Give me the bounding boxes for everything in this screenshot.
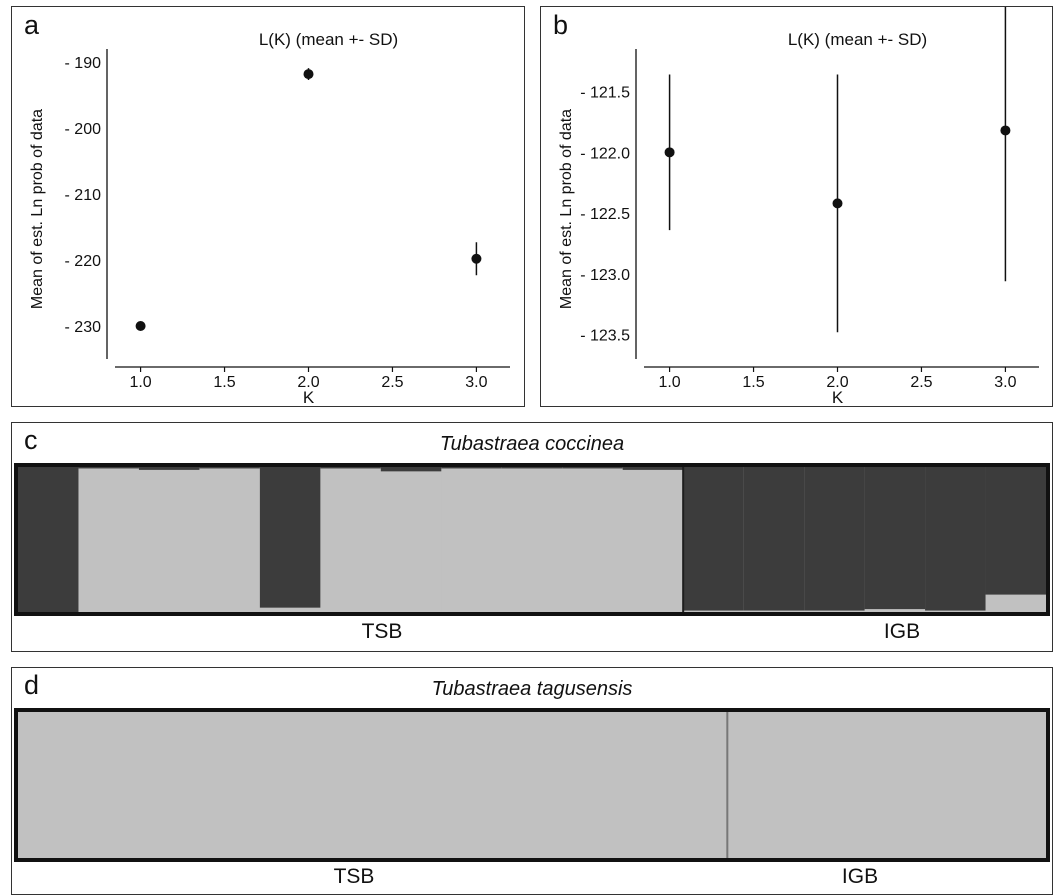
admixture-bar-cluster1 <box>259 467 321 608</box>
y-tick-label: - 200 <box>65 121 102 138</box>
data-point <box>832 198 843 209</box>
admixture-bar-cluster1 <box>78 467 140 469</box>
y-tick-label: - 230 <box>65 319 102 336</box>
data-point <box>664 147 675 158</box>
y-tick-label: - 190 <box>65 55 102 72</box>
admixture-bar-cluster1 <box>743 467 805 611</box>
data-point <box>135 321 146 332</box>
structure-bars-d <box>18 712 1046 858</box>
panel-letter-a: a <box>24 10 40 40</box>
x-tick-label: 2.0 <box>826 374 848 391</box>
admixture-bar-cluster1 <box>18 467 79 612</box>
admixture-bar-cluster1 <box>804 467 866 611</box>
group-label-d-tsb: TSB <box>333 865 375 888</box>
admixture-bar-cluster1 <box>864 467 926 610</box>
structure-plot-c <box>14 463 1050 616</box>
y-tick-label: - 122.0 <box>580 145 630 162</box>
y-axis-label: Mean of est. Ln prob of data <box>29 109 46 309</box>
admixture-bar-cluster1 <box>683 467 745 611</box>
panel-d: d Tubastraea tagusensis TSB IGB <box>11 667 1053 895</box>
x-tick-label: 1.5 <box>742 374 764 391</box>
panel-title-c: Tubastraea coccinea <box>439 433 625 455</box>
structure-plot-d <box>14 708 1050 862</box>
admixture-bar-cluster1 <box>501 467 563 469</box>
admixture-bar-cluster2 <box>622 467 684 612</box>
panel-c: c Tubastraea coccinea TSB IGB <box>11 422 1053 652</box>
x-axis-label: K <box>303 388 315 405</box>
group-label-c-igb: IGB <box>883 620 921 643</box>
x-tick-label: 2.5 <box>910 374 932 391</box>
admixture-bar-cluster2 <box>380 467 442 612</box>
admixture-bar-cluster2 <box>562 467 624 612</box>
admixture-bar-cluster1 <box>441 467 503 469</box>
x-tick-label: 1.0 <box>658 374 680 391</box>
panel-letter-c: c <box>24 425 38 455</box>
y-tick-label: - 220 <box>65 253 102 270</box>
x-tick-label: 2.5 <box>381 374 403 391</box>
x-tick-label: 3.0 <box>994 374 1016 391</box>
admixture-bar-cluster2 <box>78 467 140 612</box>
admixture-bar-cluster1 <box>380 467 442 472</box>
admixture-bar-cluster1 <box>199 467 261 469</box>
admixture-bar-cluster1 <box>138 467 200 470</box>
panel-letter-b: b <box>553 10 569 40</box>
data-point <box>303 69 314 80</box>
structure-bars-c <box>18 467 1046 612</box>
admixture-bar-cluster2 <box>320 467 382 612</box>
admixture-bar-cluster2 <box>501 467 563 612</box>
admixture-bar-cluster2 <box>441 467 503 612</box>
y-tick-label: - 123.0 <box>580 267 630 284</box>
chart-b: L(K) (mean +- SD) - 121.5 - 122.0 - 122.5 - … <box>558 7 1039 405</box>
chart-a: L(K) (mean +- SD) - 190 - 200 - 210 - 220 - 2… <box>29 30 510 405</box>
data-point <box>471 253 482 264</box>
admixture-bar-cluster2 <box>727 712 1046 858</box>
admixture-bar-cluster1 <box>622 467 684 470</box>
admixture-bar-cluster1 <box>562 467 624 469</box>
admixture-bar-cluster1 <box>320 467 382 469</box>
y-tick-label: - 210 <box>65 187 102 204</box>
panel-title-d: Tubastraea tagusensis <box>431 678 633 700</box>
x-tick-label: 3.0 <box>465 374 487 391</box>
x-tick-label: 1.5 <box>213 374 235 391</box>
admixture-bar-cluster2 <box>18 712 728 858</box>
admixture-bar-cluster2 <box>138 467 200 612</box>
y-tick-label: - 122.5 <box>580 206 630 223</box>
group-label-d-igb: IGB <box>841 865 879 888</box>
x-tick-label: 1.0 <box>129 374 151 391</box>
admixture-bar-cluster2 <box>199 467 261 612</box>
x-tick-label: 2.0 <box>297 374 319 391</box>
y-tick-label: - 123.5 <box>580 328 630 345</box>
admixture-bar-cluster1 <box>925 467 987 611</box>
chart-title: L(K) (mean +- SD) <box>788 30 927 49</box>
group-label-c-tsb: TSB <box>361 620 403 643</box>
data-point <box>1000 125 1011 136</box>
panel-letter-d: d <box>24 670 40 700</box>
panel-b: b L(K) (mean +- SD) - 121.5 - 122.0 - 122.5… <box>540 6 1053 407</box>
chart-title: L(K) (mean +- SD) <box>259 30 398 49</box>
admixture-bar-cluster1 <box>985 467 1046 595</box>
y-tick-label: - 121.5 <box>580 85 630 102</box>
panel-a: a L(K) (mean +- SD) - 190 - 200 - 210 - 220 -… <box>11 6 525 407</box>
y-axis-label: Mean of est. Ln prob of data <box>558 109 575 309</box>
x-axis-label: K <box>832 388 844 405</box>
